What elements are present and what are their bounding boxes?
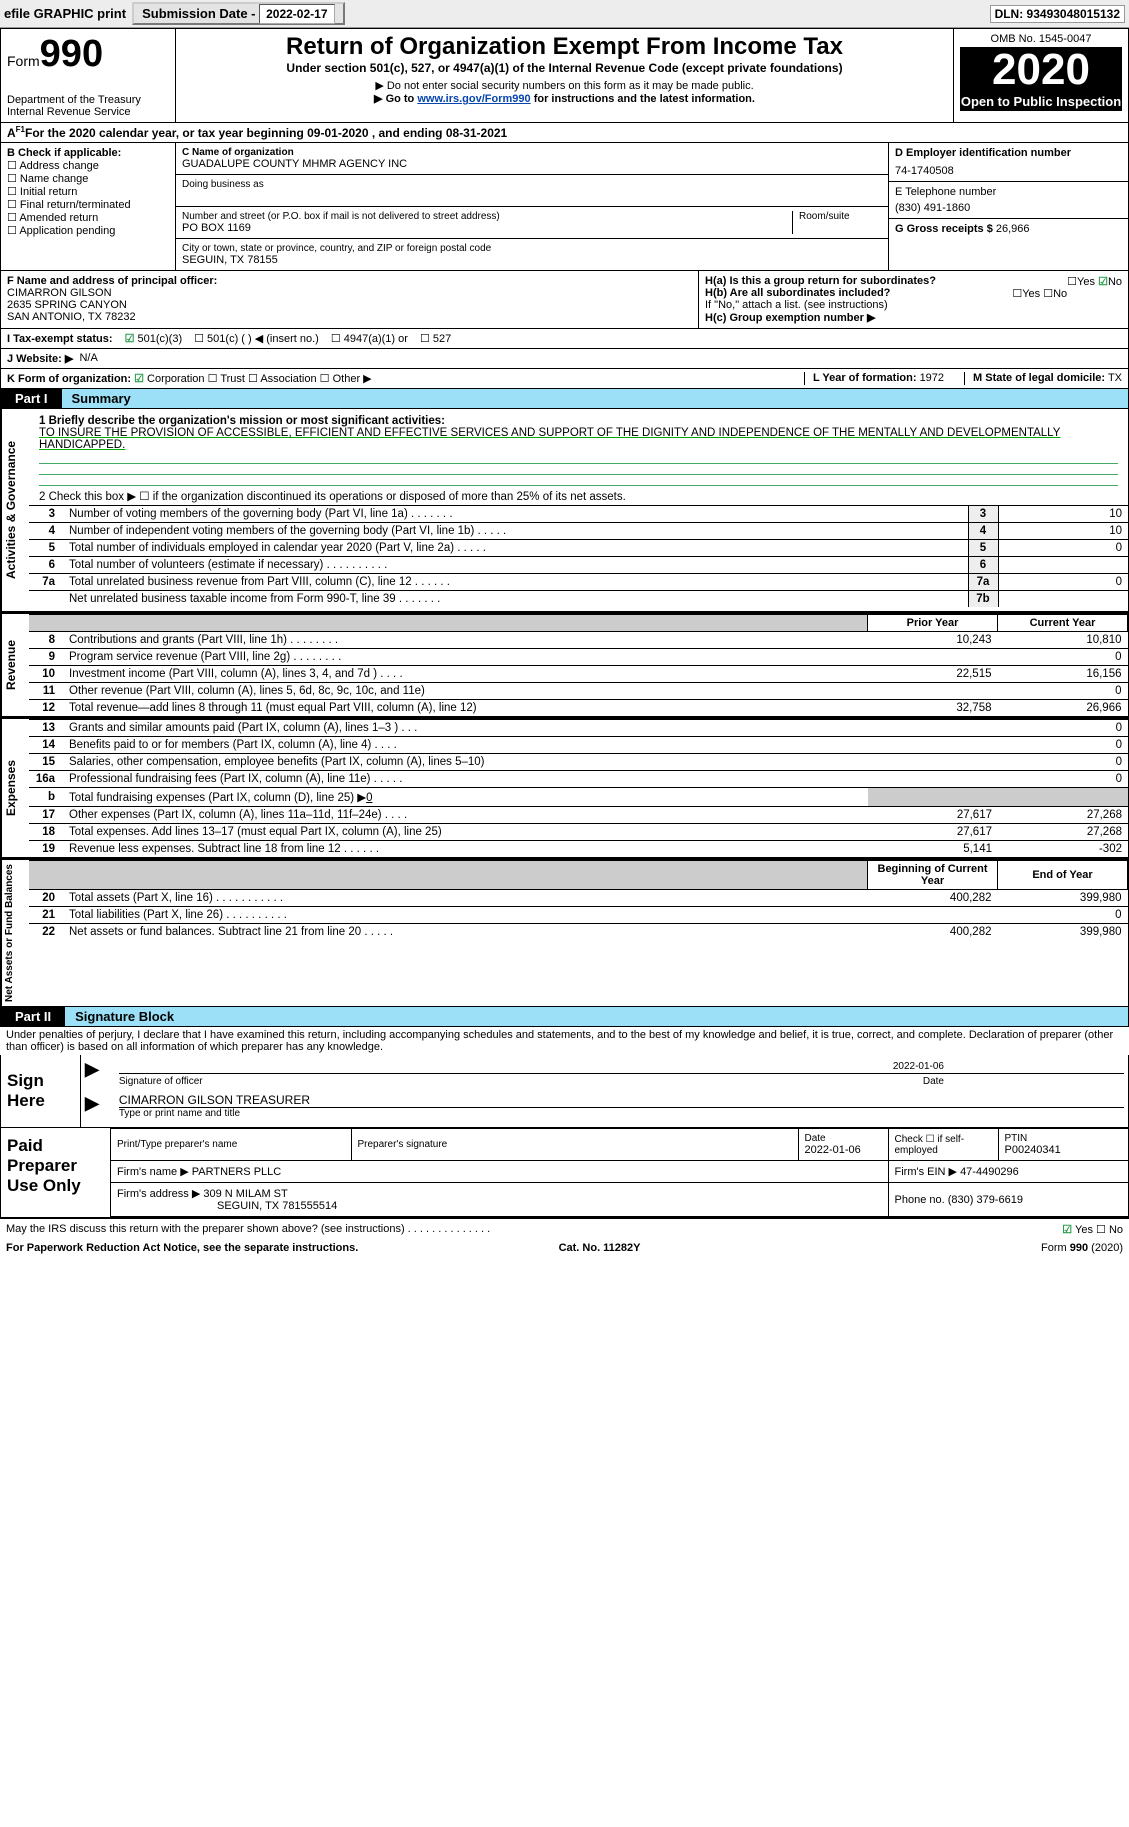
chk-527[interactable]: ☐ 527 [420,332,451,345]
expenses-section: Expenses 13Grants and similar amounts pa… [0,717,1129,858]
open-to-public: Open to Public Inspection [960,92,1122,111]
efile-topbar: efile GRAPHIC print Submission Date - 20… [0,0,1129,28]
chk-address-change[interactable]: ☐ Address change [7,159,169,172]
tab-revenue: Revenue [1,614,29,716]
chk-name-change[interactable]: ☐ Name change [7,172,169,185]
activities-governance: Activities & Governance 1 Briefly descri… [0,409,1129,612]
penalty-statement: Under penalties of perjury, I declare th… [0,1027,1129,1055]
form-footer: Form 990 (2020) [1041,1242,1123,1254]
chk-other[interactable]: ☐ Other ▶ [320,373,372,385]
officer-h-row: F Name and address of principal officer:… [0,271,1129,329]
chk-application-pending[interactable]: ☐ Application pending [7,224,169,237]
tax-year-range: AF1For the 2020 calendar year, or tax ye… [0,123,1129,143]
row-j-website: J Website: ▶ N/A [0,349,1129,369]
header-grid: B Check if applicable: ☐ Address change … [0,143,1129,271]
chk-4947[interactable]: ☐ 4947(a)(1) or [331,332,408,345]
arrow-icon: ▶ [85,1059,99,1087]
revenue-table: Prior YearCurrent Year 8Contributions an… [29,614,1128,716]
tab-net-assets: Net Assets or Fund Balances [1,860,29,1006]
chk-501c[interactable]: ☐ 501(c) ( ) ◀ (insert no.) [194,332,319,345]
officer-signature: CIMARRON GILSON TREASURER [119,1093,1124,1108]
paid-preparer-block: Paid Preparer Use Only Print/Type prepar… [0,1128,1129,1218]
officer-name: CIMARRON GILSON [7,287,112,299]
sign-here-block: Sign Here ▶ 2022-01-06 Signature of offi… [0,1055,1129,1128]
tab-expenses: Expenses [1,719,29,857]
chk-amended-return[interactable]: ☐ Amended return [7,211,169,224]
discuss-row: May the IRS discuss this return with the… [0,1218,1129,1240]
part-ii-header: Part II Signature Block [0,1007,1129,1027]
org-name: GUADALUPE COUNTY MHMR AGENCY INC [182,158,882,170]
chk-initial-return[interactable]: ☐ Initial return [7,185,169,198]
org-address: PO BOX 1169 [182,222,792,234]
section-d-g: D Employer identification number 74-1740… [888,143,1128,270]
expenses-table: 13Grants and similar amounts paid (Part … [29,719,1128,857]
org-city: SEGUIN, TX 78155 [182,254,882,266]
telephone: (830) 491-1860 [895,202,1122,214]
row-i-tax-exempt: I Tax-exempt status: ☑ 501(c)(3) ☐ 501(c… [0,329,1129,349]
section-b: B Check if applicable: ☐ Address change … [1,143,176,270]
part-i-header: Part I Summary [0,389,1129,409]
dept-treasury: Department of the Treasury Internal Reve… [7,94,169,118]
chk-trust[interactable]: ☐ Trust [208,373,245,385]
revenue-section: Revenue Prior YearCurrent Year 8Contribu… [0,612,1129,717]
footer-row: For Paperwork Reduction Act Notice, see … [0,1240,1129,1256]
section-c: C Name of organization GUADALUPE COUNTY … [176,143,888,270]
no-ssn-note: ▶ Do not enter social security numbers o… [184,79,945,92]
efile-label: efile GRAPHIC print [4,6,126,21]
dln-label: DLN: 93493048015132 [990,5,1125,23]
tax-year: 2020 [960,48,1122,92]
firm-name: PARTNERS PLLC [192,1166,281,1178]
form-title: Return of Organization Exempt From Incom… [184,33,945,61]
gross-receipts: 26,966 [996,223,1030,235]
cat-no: Cat. No. 11282Y [559,1242,641,1254]
tab-activities-governance: Activities & Governance [1,409,29,611]
website-val: N/A [79,352,97,365]
governance-table: 3Number of voting members of the governi… [29,505,1128,607]
net-assets-table: Beginning of Current YearEnd of Year 20T… [29,860,1128,940]
row-k-l-m: K Form of organization: ☑ Corporation ☐ … [0,369,1129,389]
chk-501c3[interactable]: ☑ 501(c)(3) [125,332,183,345]
form-number: Form990 [7,33,169,76]
ein: 74-1740508 [895,165,1122,177]
state-domicile: TX [1108,372,1122,384]
goto-note: ▶ Go to www.irs.gov/Form990 for instruct… [184,92,945,105]
form-subtitle: Under section 501(c), 527, or 4947(a)(1)… [184,61,945,75]
q1-mission: 1 Briefly describe the organization's mi… [29,413,1128,453]
submission-date-btn[interactable]: Submission Date - 2022-02-17 [132,2,344,25]
firm-phone: (830) 379-6619 [948,1194,1023,1206]
form990-link[interactable]: www.irs.gov/Form990 [417,93,530,105]
year-formation: 1972 [920,372,944,384]
chk-final-return[interactable]: ☐ Final return/terminated [7,198,169,211]
q2-checkbox: 2 Check this box ▶ ☐ if the organization… [29,487,1128,505]
chk-association[interactable]: ☐ Association [248,373,317,385]
chk-corporation[interactable]: ☑ Corporation [134,373,204,385]
net-assets-section: Net Assets or Fund Balances Beginning of… [0,858,1129,1007]
ptin: P00240341 [1005,1144,1123,1156]
firm-ein: 47-4490296 [960,1166,1019,1178]
arrow-icon: ▶ [85,1093,99,1119]
form-header: Form990 Department of the Treasury Inter… [0,28,1129,123]
